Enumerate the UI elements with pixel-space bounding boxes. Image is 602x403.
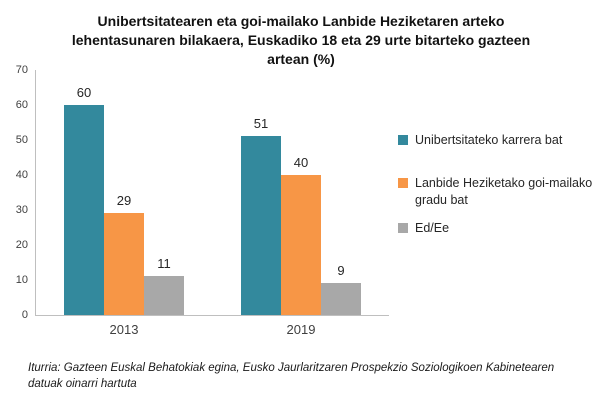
y-axis-tick-label: 30 — [15, 204, 28, 216]
legend-swatch-icon — [398, 135, 408, 145]
legend-item-label: Ed/Ee — [415, 221, 450, 235]
legend-item: Ed/Ee — [398, 220, 593, 237]
bar — [64, 105, 104, 315]
x-axis-category-label: 2013 — [109, 322, 139, 337]
legend-item-label: Lanbide Heziketako goi-mailako gradu bat — [415, 176, 593, 207]
bar-value-label: 29 — [116, 193, 132, 208]
bar — [144, 276, 184, 315]
bar — [104, 213, 144, 315]
plot-area: 0 10 20 30 40 50 60 70 60 29 11 2013 51 40 9 2019 — [16, 64, 389, 337]
legend-swatch-icon — [398, 223, 408, 233]
y-axis-tick-label: 20 — [15, 239, 28, 251]
bar-value-label: 40 — [293, 155, 309, 170]
y-axis-tick-label: 0 — [21, 309, 28, 321]
legend-item-label: Unibertsitateko karrera bat — [415, 133, 563, 147]
y-axis-tick-label: 70 — [15, 64, 28, 76]
legend-item: Unibertsitateko karrera bat — [398, 132, 593, 149]
y-axis-tick-label: 10 — [15, 274, 28, 286]
bar — [321, 283, 361, 315]
bar — [241, 136, 281, 315]
y-axis-tick-label: 40 — [15, 169, 28, 181]
bar-value-label: 60 — [76, 85, 92, 100]
legend: Unibertsitateko karrera bat Lanbide Hezik… — [398, 0, 598, 340]
y-axis-tick-label: 60 — [15, 99, 28, 111]
bar-value-label: 9 — [337, 263, 345, 278]
legend-item: Lanbide Heziketako goi-mailako gradu bat — [398, 175, 593, 209]
source-note: Iturria: Gazteen Euskal Behatokiak egina… — [28, 362, 555, 390]
y-axis-tick-label: 50 — [15, 134, 28, 146]
x-axis-category-label: 2019 — [286, 322, 316, 337]
bar-value-label: 11 — [157, 256, 171, 271]
chart-title: Unibertsitatearen eta goi-mailako Lanbid… — [71, 13, 531, 67]
bar-value-label: 51 — [253, 116, 269, 131]
bar — [281, 175, 321, 315]
legend-swatch-icon — [398, 178, 408, 188]
